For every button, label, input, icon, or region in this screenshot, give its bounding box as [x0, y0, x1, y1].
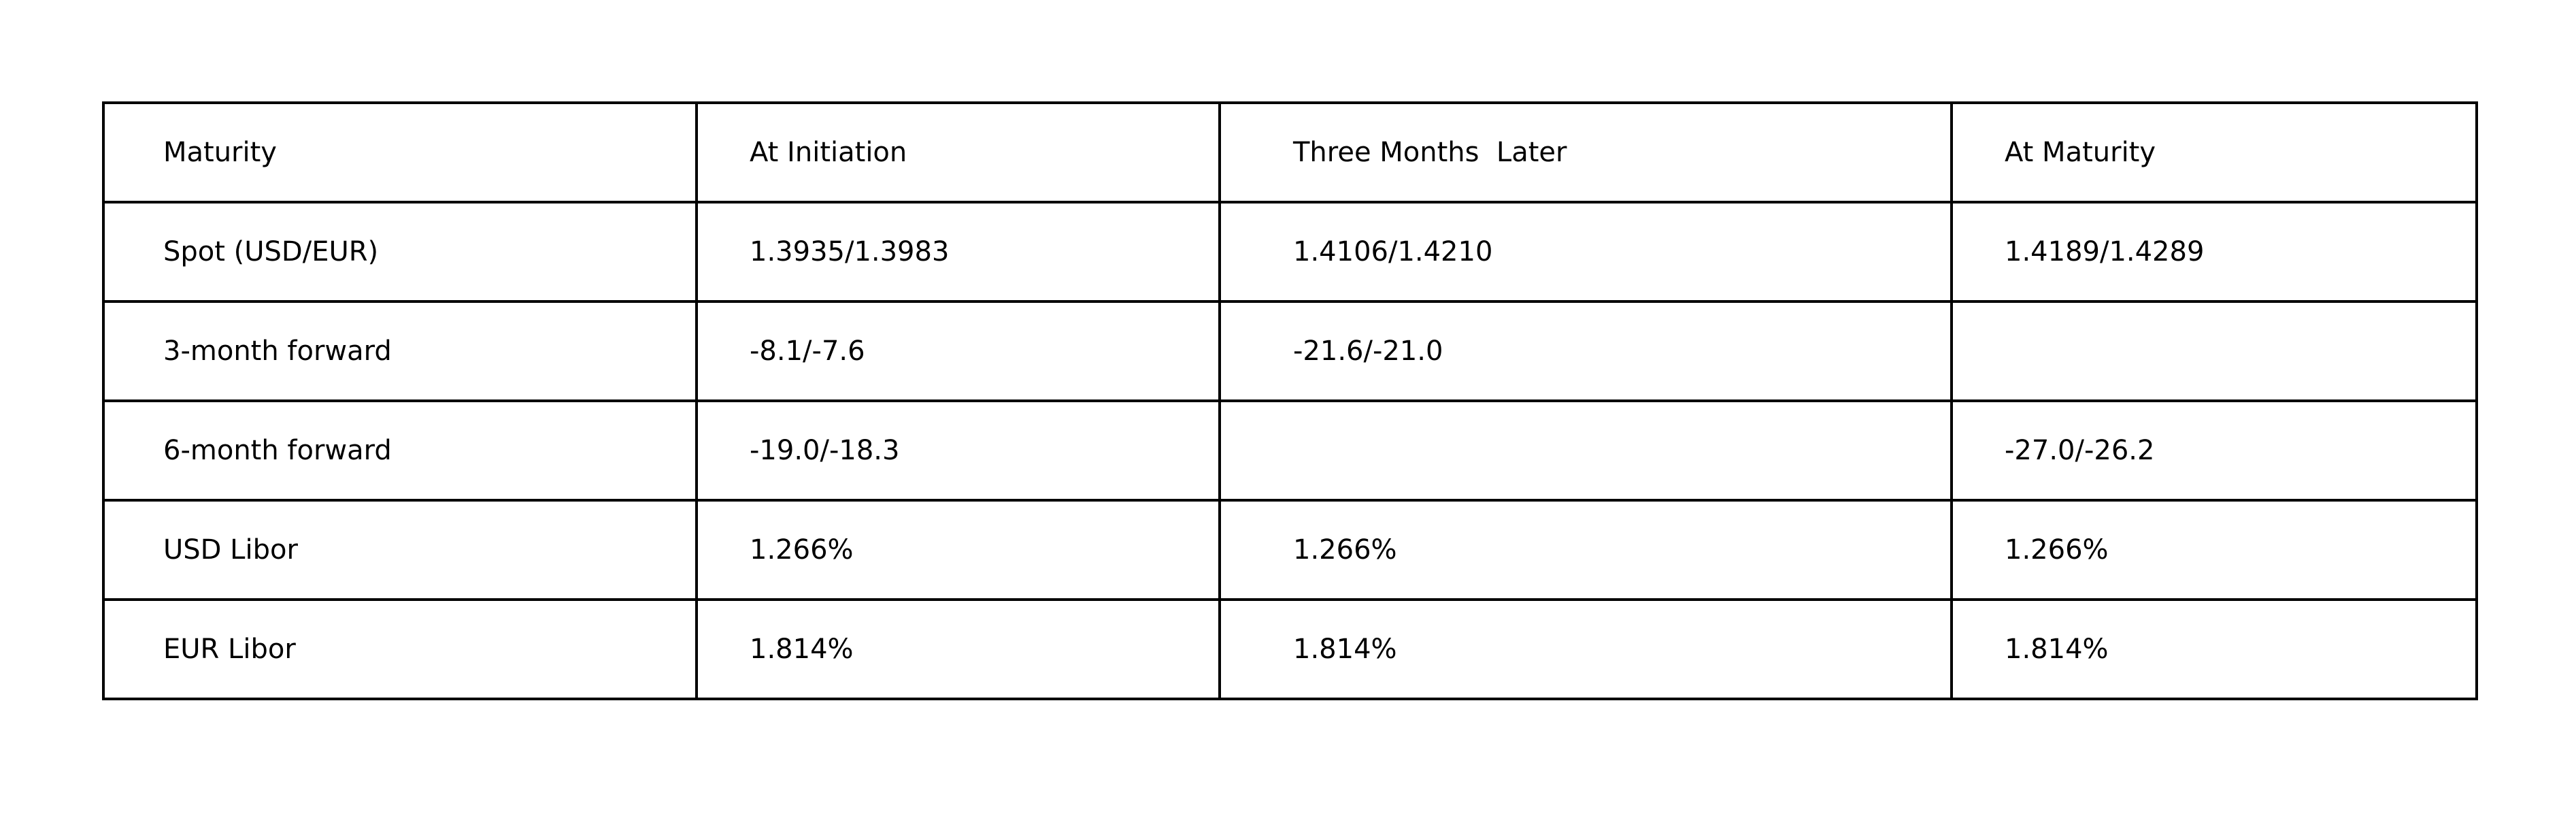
header-cell-three-months-later: Three Months Later — [1218, 101, 1953, 203]
table-cell: 1.814% — [1950, 598, 2478, 700]
row-label: 3-month forward — [102, 300, 698, 402]
table-cell — [1218, 399, 1953, 502]
header-cell-at-initiation: At Initiation — [695, 101, 1221, 203]
row-label: Spot (USD/EUR) — [102, 201, 698, 303]
table-cell: 1.3935/1.3983 — [695, 201, 1221, 303]
table-cell: 1.814% — [695, 598, 1221, 700]
table-cell: -8.1/-7.6 — [695, 300, 1221, 402]
table-row: Spot (USD/EUR) 1.3935/1.3983 1.4106/1.42… — [102, 201, 2478, 303]
header-cell-maturity: Maturity — [102, 101, 698, 203]
table-row: EUR Libor 1.814% 1.814% 1.814% — [102, 598, 2478, 700]
table-cell — [1950, 300, 2478, 402]
table-cell: 1.4106/1.4210 — [1218, 201, 1953, 303]
table-row: 6-month forward -19.0/-18.3 -27.0/-26.2 — [102, 399, 2478, 502]
table-cell: -19.0/-18.3 — [695, 399, 1221, 502]
header-cell-at-maturity: At Maturity — [1950, 101, 2478, 203]
table-cell: 1.814% — [1218, 598, 1953, 700]
row-label: 6-month forward — [102, 399, 698, 502]
row-label: EUR Libor — [102, 598, 698, 700]
table-cell: 1.266% — [1950, 499, 2478, 601]
table-cell: 1.4189/1.4289 — [1950, 201, 2478, 303]
table-cell: -21.6/-21.0 — [1218, 300, 1953, 402]
table-cell: 1.266% — [1218, 499, 1953, 601]
table-header-row: Maturity At Initiation Three Months Late… — [102, 101, 2478, 203]
table-cell: -27.0/-26.2 — [1950, 399, 2478, 502]
fx-rates-table: Maturity At Initiation Three Months Late… — [102, 101, 2478, 700]
table-cell: 1.266% — [695, 499, 1221, 601]
table-row: 3-month forward -8.1/-7.6 -21.6/-21.0 — [102, 300, 2478, 402]
table-row: USD Libor 1.266% 1.266% 1.266% — [102, 499, 2478, 601]
row-label: USD Libor — [102, 499, 698, 601]
